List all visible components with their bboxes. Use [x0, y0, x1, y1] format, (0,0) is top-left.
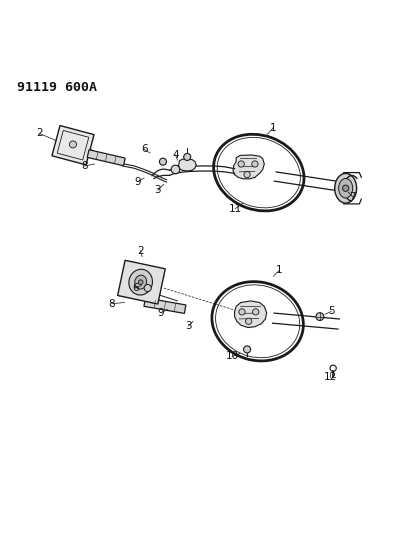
Circle shape	[243, 346, 251, 353]
Text: 9: 9	[158, 308, 164, 318]
Text: 1: 1	[270, 123, 277, 133]
Text: 5: 5	[328, 306, 335, 317]
Text: 91119 600A: 91119 600A	[17, 80, 97, 94]
Polygon shape	[233, 155, 264, 179]
Text: 12: 12	[323, 372, 336, 382]
Circle shape	[245, 318, 252, 325]
Polygon shape	[52, 126, 94, 165]
Circle shape	[316, 313, 324, 320]
Polygon shape	[87, 150, 125, 166]
Circle shape	[184, 154, 191, 160]
Text: 6: 6	[141, 144, 147, 154]
Text: 3: 3	[185, 321, 192, 331]
Circle shape	[342, 185, 349, 191]
Ellipse shape	[135, 275, 147, 289]
Circle shape	[160, 158, 167, 165]
Text: 1: 1	[276, 265, 282, 276]
Text: 4: 4	[172, 150, 179, 160]
Text: 10: 10	[226, 351, 239, 361]
Ellipse shape	[338, 179, 353, 198]
Text: 9: 9	[134, 176, 141, 187]
Circle shape	[69, 141, 76, 148]
Text: 2: 2	[36, 128, 43, 139]
Circle shape	[238, 161, 244, 167]
Circle shape	[253, 309, 259, 315]
Text: 6: 6	[132, 283, 139, 293]
Circle shape	[244, 172, 250, 177]
Circle shape	[171, 165, 180, 174]
Ellipse shape	[335, 173, 357, 203]
Circle shape	[252, 161, 258, 167]
Polygon shape	[178, 159, 196, 171]
Text: 7: 7	[349, 192, 356, 202]
Ellipse shape	[129, 269, 152, 295]
Text: 2: 2	[137, 246, 143, 256]
Polygon shape	[234, 301, 267, 328]
Polygon shape	[144, 298, 186, 313]
Polygon shape	[118, 260, 165, 304]
Text: 8: 8	[82, 161, 88, 171]
Text: 11: 11	[229, 204, 242, 214]
Circle shape	[138, 280, 143, 285]
Circle shape	[239, 309, 245, 315]
Circle shape	[144, 285, 151, 292]
Text: 3: 3	[154, 185, 161, 195]
Text: 8: 8	[108, 298, 115, 309]
